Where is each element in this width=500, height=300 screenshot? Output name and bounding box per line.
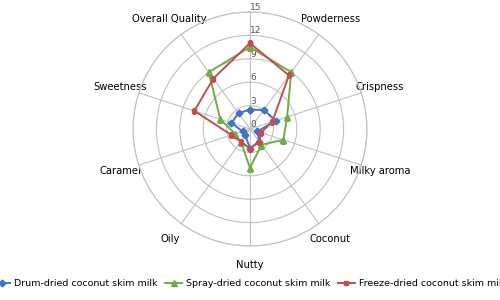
Legend: Drum-dried coconut skim milk, Spray-dried coconut skim milk, Freeze-dried coconu: Drum-dried coconut skim milk, Spray-drie… [0, 276, 500, 292]
